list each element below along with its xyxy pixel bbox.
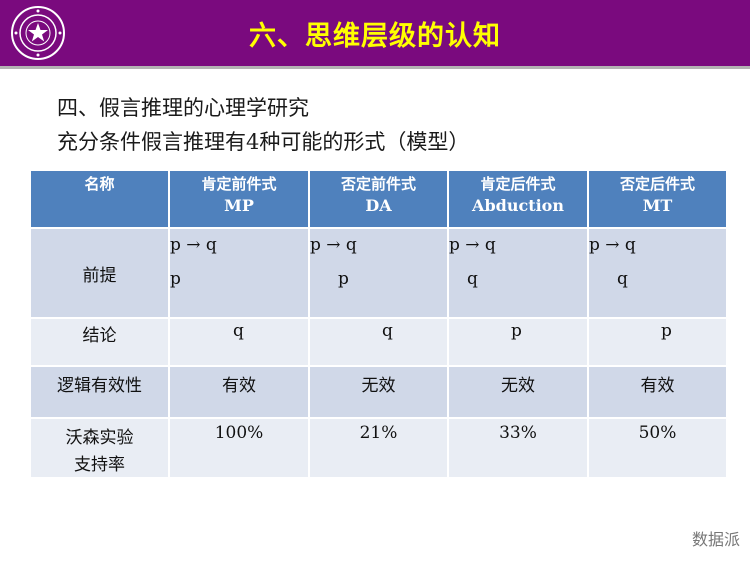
column-header-da: 否定前件式 DA [308, 169, 449, 229]
title-bar [0, 0, 750, 66]
section-heading: 四、假言推理的心理学研究 [57, 96, 309, 120]
table-cell: p [447, 317, 589, 367]
table-header-row: 名称 肯定前件式 MP 否定前件式 DA 肯定后件式 Abduction 否定后… [29, 169, 728, 229]
row-label: 结论 [29, 317, 170, 367]
page-title: 六、思维层级的认知 [249, 21, 501, 52]
title-bar-divider [0, 66, 750, 69]
table-cell: 有效 [168, 365, 310, 419]
table-cell: 无效 [308, 365, 449, 419]
table-cell: p → q q [447, 227, 589, 319]
table-cell: p → q q [587, 227, 728, 319]
table-row-premise: 前提 p → q p p → q p p → q q p → q q [29, 227, 728, 319]
watermark-text: 数据派 [691, 530, 740, 549]
table-cell: p [587, 317, 728, 367]
university-seal-icon [11, 6, 65, 60]
table-cell: 100% [168, 417, 310, 479]
table-cell: 33% [447, 417, 589, 479]
table-row-validity: 逻辑有效性 有效 无效 无效 有效 [29, 365, 728, 419]
row-label: 逻辑有效性 [29, 365, 170, 419]
table-cell: p → q p [168, 227, 310, 319]
table-cell: p → q p [308, 227, 449, 319]
column-header-abduction: 肯定后件式 Abduction [447, 169, 589, 229]
table-cell: 50% [587, 417, 728, 479]
table-cell: q [308, 317, 449, 367]
table-row-conclusion: 结论 q q p p [29, 317, 728, 367]
table-cell: 有效 [587, 365, 728, 419]
table-cell: 21% [308, 417, 449, 479]
column-header-name: 名称 [29, 169, 170, 229]
column-header-mt: 否定后件式 MT [587, 169, 728, 229]
inference-forms-table: 名称 肯定前件式 MP 否定前件式 DA 肯定后件式 Abduction 否定后… [29, 169, 728, 479]
table-row-support-rate: 沃森实验 支持率 100% 21% 33% 50% [29, 417, 728, 479]
table-cell: 无效 [447, 365, 589, 419]
row-label: 沃森实验 支持率 [29, 417, 170, 479]
row-label: 前提 [29, 227, 170, 319]
table-cell: q [168, 317, 310, 367]
column-header-mp: 肯定前件式 MP [168, 169, 310, 229]
section-subheading: 充分条件假言推理有4种可能的形式（模型） [57, 130, 470, 154]
